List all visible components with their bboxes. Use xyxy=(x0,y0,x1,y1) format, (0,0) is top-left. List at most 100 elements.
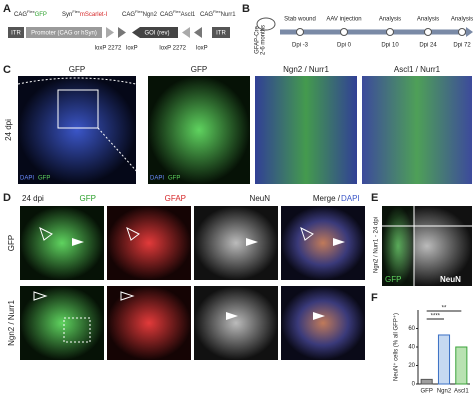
gene: Ngn2 xyxy=(143,12,158,18)
x-tick-label: GFP xyxy=(420,389,432,395)
goi-label: GOI (rev) xyxy=(145,31,170,37)
promoter-label: Promoter (CAG or hSyn) xyxy=(31,31,97,37)
micrograph xyxy=(148,76,250,184)
lox-label: loxP 2272 xyxy=(159,46,186,52)
panel-letter: E xyxy=(371,192,378,204)
panel-letter: F xyxy=(371,292,378,304)
event-dot xyxy=(424,28,432,36)
lox-label: loxP xyxy=(126,46,138,52)
construct-label: CAGFlexNurr1 xyxy=(200,9,236,18)
flex: Flex xyxy=(173,9,181,14)
panel-letter: D xyxy=(3,192,11,204)
lox-label: loxP xyxy=(196,46,208,52)
day-label: Dpi 0 xyxy=(337,43,352,49)
micrograph xyxy=(362,76,472,184)
construct-label: CAGFlexAscl1 xyxy=(160,9,196,18)
x-tick-label: Ascl1 xyxy=(454,389,469,395)
construct-label: CAGFlexNgn2 xyxy=(122,9,158,18)
heading: DAPI xyxy=(341,194,360,203)
arrowhead xyxy=(120,291,135,301)
promoter: Syn xyxy=(62,12,72,18)
construct-label: CAGFlexGFP xyxy=(14,9,47,18)
gene: Ascl1 xyxy=(181,12,196,18)
y-tick-label: 20 xyxy=(408,363,415,369)
chart: NeuN⁺ cells (% all GFP⁺) 0 20 40 60 GFP Ngn2 As… xyxy=(393,306,470,395)
construct-labels: CAGFlexGFP SynFlexmScarlet-I CAGFlexNgn2 CA… xyxy=(14,9,236,18)
panel-letter: C xyxy=(3,64,11,76)
day-label: Dpi -3 xyxy=(292,43,309,49)
time-label: 24 dpi xyxy=(22,194,44,203)
legend-gfp: GFP xyxy=(38,176,50,182)
micrograph xyxy=(255,76,357,184)
row-label: Ngn2 / Nurr1 xyxy=(7,300,16,346)
mouse-icon xyxy=(256,17,276,31)
arrowhead xyxy=(72,238,84,246)
zoom-box xyxy=(63,317,91,343)
arrowhead xyxy=(333,238,345,246)
day-label: Dpi 10 xyxy=(381,43,399,49)
event-label: AAV injection xyxy=(326,17,361,23)
heading: GFAP xyxy=(165,194,186,203)
micrograph xyxy=(107,286,191,360)
micrograph xyxy=(194,206,278,280)
heading: GFP xyxy=(191,65,207,74)
day-label: Dpi 24 xyxy=(419,43,437,49)
bar xyxy=(437,334,451,385)
significance-label: **** xyxy=(431,314,441,320)
flex: Flex xyxy=(27,9,35,14)
zoom-box xyxy=(57,89,99,129)
outline xyxy=(17,77,137,85)
panel-letter: B xyxy=(242,3,250,15)
event-dot xyxy=(458,28,466,36)
mouse-label: GFAP-Cre xyxy=(255,26,261,54)
timeline-labels: Stab wound AAV injection Analysis Analysis A… xyxy=(284,17,473,49)
neun-label: NeuN xyxy=(440,275,461,284)
micrograph-grid xyxy=(20,206,365,360)
zoom-line xyxy=(97,127,149,185)
bar xyxy=(420,378,433,385)
gene: Nurr1 xyxy=(221,12,237,18)
arrowhead xyxy=(33,291,48,301)
arrowhead xyxy=(226,312,238,320)
event-dot xyxy=(386,28,394,36)
heading: Ngn2 / Nurr1 xyxy=(283,65,329,74)
micrograph xyxy=(18,76,136,184)
micrograph xyxy=(281,206,365,280)
bar xyxy=(455,346,468,385)
promoter: CAG xyxy=(14,12,27,18)
micrograph xyxy=(20,206,104,280)
row-label: 24 dpi xyxy=(4,119,13,141)
x-tick-label: Ngn2 xyxy=(437,389,452,395)
heading: NeuN xyxy=(250,194,271,203)
flex: Flex xyxy=(72,9,80,14)
y-tick-label: 60 xyxy=(408,326,415,332)
itr-box xyxy=(212,27,230,38)
event-dot xyxy=(340,28,348,36)
side-label: Ngn2 / Nurr1 - 24 dpi xyxy=(374,217,380,273)
heading: GFP xyxy=(69,65,85,74)
day-label: Dpi 72 xyxy=(453,43,471,49)
heading: Ascl1 / Nurr1 xyxy=(394,65,441,74)
event-label: Analysis xyxy=(451,17,473,23)
goi-arrow xyxy=(132,27,178,38)
construct-label: SynFlexmScarlet-I xyxy=(62,9,108,18)
arrowhead xyxy=(300,227,314,241)
event-label: Analysis xyxy=(417,17,439,23)
lox-label: loxP 2272 xyxy=(95,46,122,52)
lox-site xyxy=(194,27,202,38)
heading: Merge / xyxy=(313,194,341,203)
event-label: Analysis xyxy=(379,17,401,23)
age-label: 2-6 months xyxy=(261,25,267,55)
lox-site xyxy=(106,27,114,38)
promoter-box xyxy=(26,27,102,38)
timeline-arrow xyxy=(466,27,473,37)
significance-label: ** xyxy=(442,306,447,312)
itr-label: ITR xyxy=(11,31,21,37)
lox-site xyxy=(118,27,126,38)
arrowhead xyxy=(313,312,325,320)
gene: GFP xyxy=(35,12,47,18)
y-tick-label: 40 xyxy=(408,345,415,351)
micrograph xyxy=(20,286,104,360)
micrograph xyxy=(194,286,278,360)
